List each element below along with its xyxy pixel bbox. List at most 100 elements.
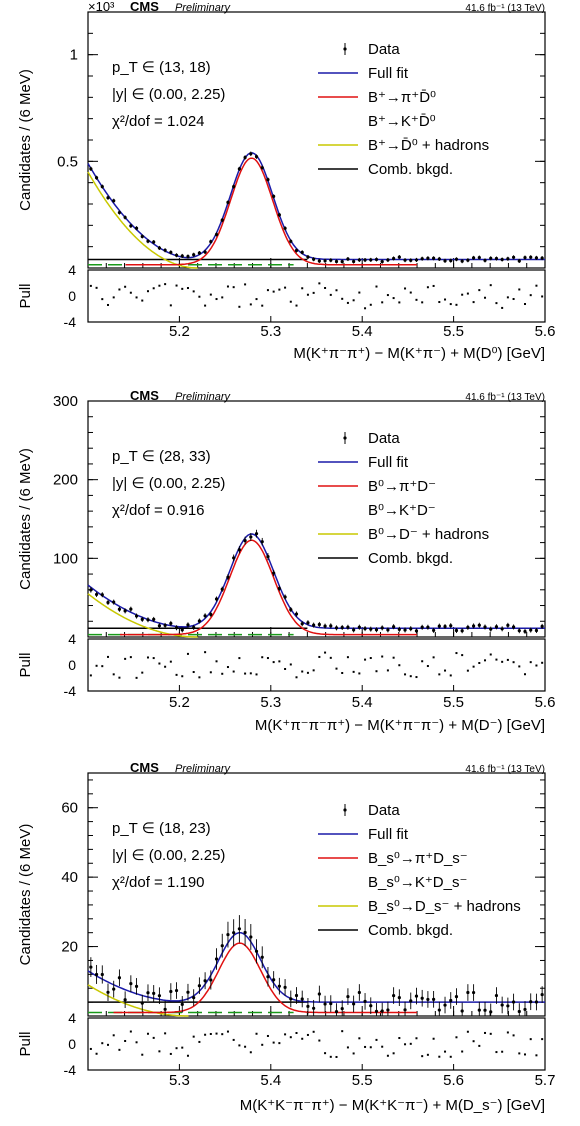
data-point [380,626,384,630]
pull-point [209,293,212,296]
pull-point [438,301,441,304]
data-point [277,586,281,591]
data-point [306,1004,310,1008]
data-point [529,628,533,632]
pull-point [518,1052,521,1055]
pull-point [255,298,258,301]
pull-point [192,1035,195,1038]
pull-point [204,1033,207,1036]
data-point [443,1003,447,1007]
pull-point [95,664,98,667]
data-point [306,255,310,259]
data-point [340,625,344,630]
data-point [260,955,264,959]
data-point [357,990,361,995]
data-point [386,1008,390,1012]
data-point [100,593,104,597]
x-tick-label: 5.7 [535,1072,556,1089]
pull-point [398,301,401,304]
pull-point [541,295,544,298]
pull-point [489,1032,492,1035]
data-point [432,997,436,1001]
data-point [523,1007,527,1012]
data-point [123,609,127,613]
data-point [266,555,270,559]
pull-point [238,657,241,660]
data-point [517,1009,521,1014]
data-point [346,625,350,629]
y-tick-label: 100 [53,550,78,567]
pull-point [129,1030,132,1033]
data-point [374,1009,379,1013]
legend-data-dot [343,47,347,51]
y-tick-label: 20 [61,939,78,956]
preliminary-label: Preliminary [175,391,232,403]
data-point [511,255,516,259]
data-point [489,627,493,631]
data-point [352,1002,356,1006]
data-point [117,607,122,611]
data-point [420,625,424,629]
pull-point [346,1046,349,1049]
pull-point [266,289,269,292]
data-point [197,619,201,623]
pull-point [369,657,372,660]
data-point [112,987,116,991]
lumi-label: 41.6 fb⁻¹ (13 TeV) [465,3,545,14]
pull-point [284,1033,287,1036]
data-point [214,957,219,961]
pull-point [301,1037,304,1040]
pull-point [415,676,418,679]
legend-label: Full fit [368,65,409,82]
pull-point [489,653,492,656]
fit-info-line: |y| ∈ (0.00, 2.25) [112,847,225,864]
data-point [163,1007,167,1011]
legend-label: B⁺→π⁺D̄⁰ [368,89,436,106]
pull-point [301,670,304,673]
pull-point [118,1048,121,1051]
pull-point [364,307,367,310]
data-point [117,976,122,980]
pull-point [421,1055,424,1058]
pull-point [375,285,378,288]
pull-point [409,1042,412,1045]
pull-point [198,295,201,298]
data-point [323,624,327,628]
pull-point [352,1052,355,1055]
pull-point [421,301,424,304]
pull-point [432,284,435,287]
pull-point [386,1054,389,1057]
x-tick-label: 5.3 [260,323,281,340]
pull-point [512,1034,515,1037]
pull-point [221,672,224,675]
pull-point [158,1050,161,1053]
pull-point [392,297,395,300]
pull-point [524,1053,527,1056]
data-point [363,258,367,262]
data-point [529,255,533,259]
data-point [374,257,379,262]
pull-point [535,664,538,667]
pull-point [495,658,498,661]
data-point [500,627,504,631]
data-point [169,250,173,254]
data-point [272,978,276,982]
x-tick-label: 5.2 [169,323,190,340]
data-point [489,1010,493,1014]
pull-point [352,299,355,302]
pull-point [152,287,155,290]
data-point [192,995,196,1000]
pull-point [284,286,287,289]
legend-label: B⁺→D̄⁰ + hadrons [368,137,489,154]
data-point [300,622,304,626]
pull-point [358,672,361,675]
pull-point [341,297,344,300]
data-point [443,624,447,629]
data-point [426,256,430,260]
pull-point [432,1037,435,1040]
data-point [312,623,316,627]
pull-point [346,301,349,304]
data-point [214,597,219,601]
pull-point [112,1034,115,1037]
data-point [243,930,247,935]
